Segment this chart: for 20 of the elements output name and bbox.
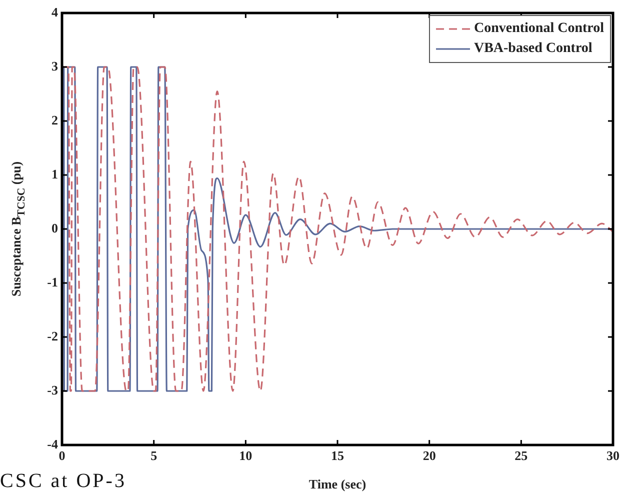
- text: CSC at OP-3: [0, 470, 126, 493]
- x-tick-label: 30: [606, 448, 620, 464]
- y-tick-label: 2: [52, 112, 58, 128]
- y-tick-label: 3: [52, 58, 58, 74]
- y-tick-label: 0: [52, 220, 58, 236]
- y-tick-label: 1: [52, 166, 58, 182]
- line-series: [62, 66, 613, 392]
- x-axis-title: Time (sec): [308, 476, 366, 492]
- y-tick-label: -3: [47, 382, 58, 398]
- x-tick-label: 5: [150, 448, 158, 464]
- x-tick-label: 10: [239, 448, 252, 464]
- y-tick-label: -1: [47, 274, 58, 290]
- legend-label: VBA-based Control: [474, 41, 592, 57]
- x-tick-label: 15: [331, 448, 344, 464]
- y-tick-label: -2: [47, 328, 58, 344]
- x-tick-label: 20: [422, 448, 436, 464]
- y-tick-label: -4: [47, 436, 58, 452]
- y-tick-label: 4: [52, 4, 58, 20]
- legend-label: Conventional Control: [474, 21, 604, 37]
- x-tick-label: 25: [514, 448, 528, 464]
